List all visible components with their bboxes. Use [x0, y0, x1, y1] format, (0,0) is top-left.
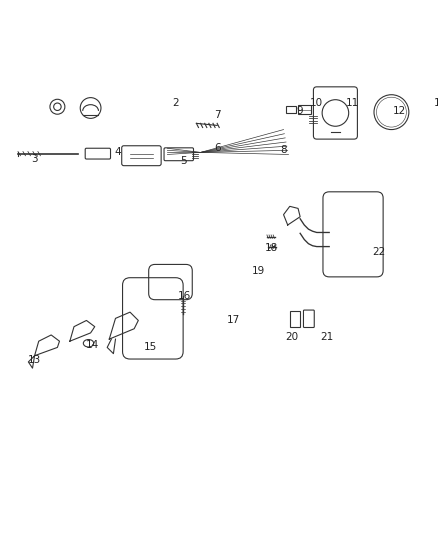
Text: 10: 10 [310, 98, 323, 108]
Text: 20: 20 [285, 332, 298, 342]
Text: 11: 11 [346, 98, 359, 108]
Text: 9: 9 [297, 106, 304, 116]
Text: 21: 21 [321, 332, 334, 342]
Text: 16: 16 [177, 290, 191, 301]
Text: 19: 19 [252, 265, 265, 276]
Bar [286, 106, 296, 113]
Text: 22: 22 [372, 247, 385, 257]
Text: 18: 18 [265, 243, 278, 253]
Text: 1: 1 [434, 98, 438, 108]
Text: 13: 13 [28, 355, 41, 365]
Text: 4: 4 [114, 148, 121, 157]
Text: 15: 15 [144, 342, 157, 352]
Bar [290, 311, 300, 327]
Text: 3: 3 [31, 154, 38, 164]
Text: 6: 6 [214, 143, 220, 154]
Text: 7: 7 [214, 110, 220, 120]
Text: 5: 5 [180, 156, 187, 166]
Text: 14: 14 [86, 341, 99, 350]
Bar [298, 104, 311, 114]
Text: 17: 17 [227, 316, 240, 326]
Text: 12: 12 [393, 106, 406, 116]
Text: 8: 8 [280, 146, 287, 155]
Text: 2: 2 [172, 98, 179, 108]
